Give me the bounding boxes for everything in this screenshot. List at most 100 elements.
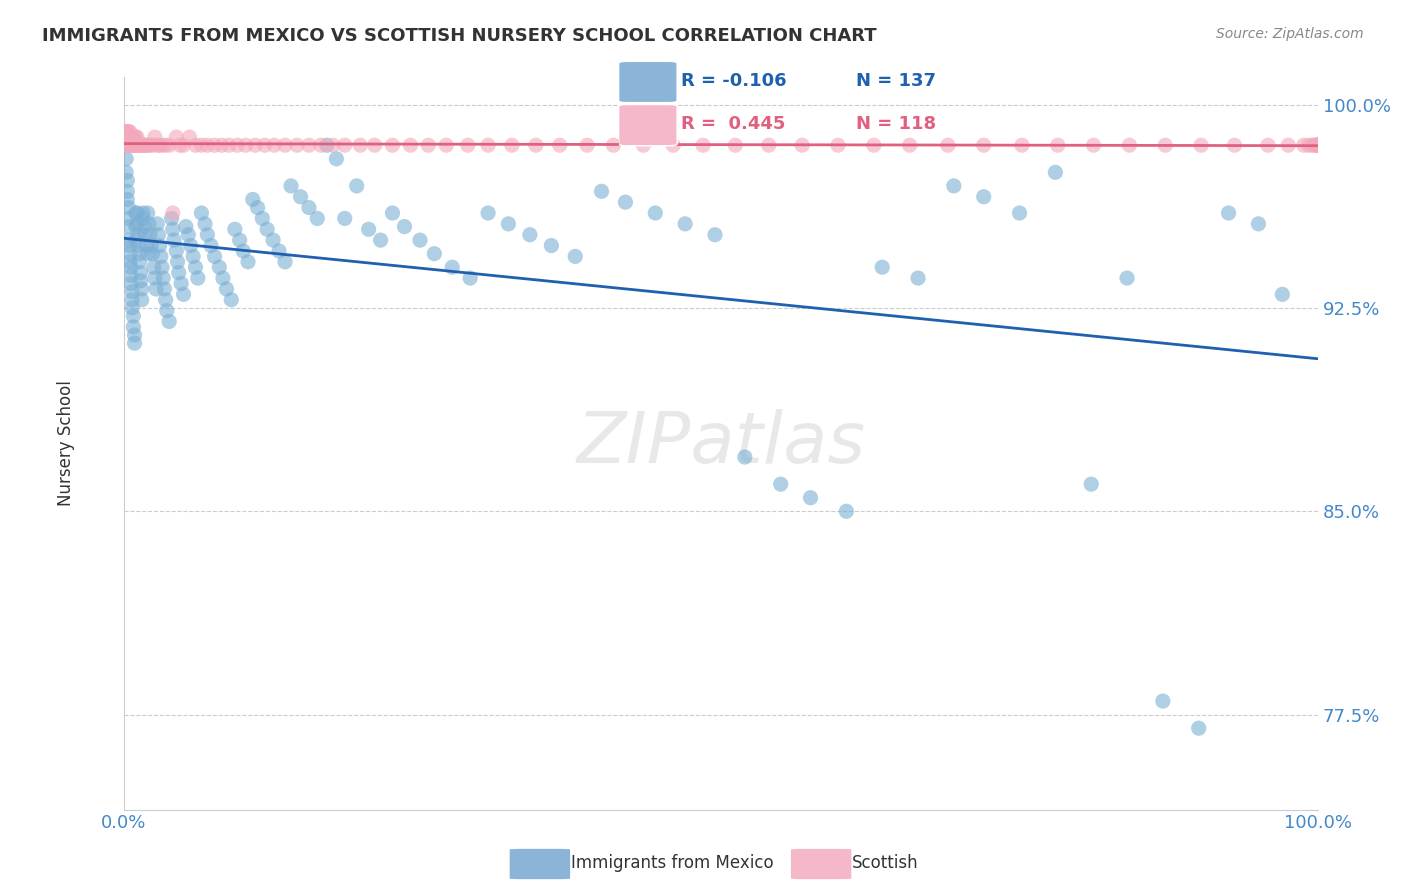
Point: [150, 138, 173, 153]
Point: [1080, 477, 1102, 491]
Point: [121, 301, 143, 315]
Point: [936, 138, 959, 153]
Point: [1308, 138, 1330, 153]
Point: [129, 274, 152, 288]
Point: [1308, 138, 1330, 153]
Point: [758, 138, 780, 153]
Point: [152, 271, 174, 285]
Point: [226, 138, 249, 153]
Point: [197, 227, 219, 242]
Point: [540, 238, 562, 252]
Point: [121, 130, 143, 145]
Point: [125, 206, 148, 220]
Point: [180, 238, 202, 252]
Point: [1308, 138, 1330, 153]
Point: [1189, 138, 1212, 153]
Point: [399, 138, 422, 153]
Point: [218, 138, 240, 153]
Point: [232, 244, 254, 258]
Text: ZIPatlas: ZIPatlas: [576, 409, 866, 478]
Point: [149, 238, 172, 252]
Point: [120, 260, 142, 275]
Point: [242, 193, 264, 207]
Y-axis label: Nursery School: Nursery School: [58, 381, 75, 507]
Point: [357, 222, 380, 236]
Point: [564, 249, 586, 263]
Point: [131, 293, 153, 307]
Point: [1154, 138, 1177, 153]
Point: [591, 184, 613, 198]
Point: [692, 138, 714, 153]
Point: [458, 271, 481, 285]
Point: [117, 219, 139, 234]
Point: [194, 217, 217, 231]
Point: [177, 227, 200, 242]
Point: [155, 293, 177, 307]
Point: [863, 138, 886, 153]
Point: [1116, 271, 1139, 285]
Point: [307, 211, 329, 226]
Point: [184, 138, 207, 153]
Point: [263, 138, 285, 153]
Point: [315, 138, 337, 153]
Point: [134, 227, 156, 242]
Point: [117, 130, 139, 145]
Point: [285, 138, 308, 153]
Point: [125, 130, 148, 145]
Point: [118, 138, 141, 153]
Point: [457, 138, 479, 153]
Point: [146, 138, 169, 153]
Point: [204, 138, 226, 153]
Point: [173, 287, 195, 301]
Point: [128, 246, 150, 260]
Point: [117, 193, 139, 207]
Point: [125, 206, 148, 220]
Point: [131, 138, 153, 153]
Point: [1118, 138, 1140, 153]
Point: [1247, 217, 1270, 231]
Point: [124, 138, 146, 153]
Point: [228, 233, 250, 247]
Point: [181, 249, 204, 263]
Point: [125, 138, 148, 153]
Point: [169, 138, 191, 153]
Point: [477, 138, 499, 153]
Point: [827, 138, 849, 153]
Point: [117, 130, 139, 145]
Point: [155, 138, 177, 153]
Point: [136, 138, 159, 153]
Point: [1008, 206, 1031, 220]
Point: [124, 336, 146, 351]
Point: [333, 138, 356, 153]
Point: [115, 152, 138, 166]
Point: [120, 268, 142, 283]
Point: [1305, 138, 1327, 153]
Point: [200, 238, 222, 252]
Point: [942, 178, 965, 193]
Point: [146, 217, 169, 231]
Point: [724, 138, 747, 153]
Point: [197, 138, 219, 153]
Point: [370, 233, 392, 247]
Point: [122, 319, 145, 334]
Point: [298, 201, 321, 215]
Point: [322, 138, 344, 153]
Point: [235, 138, 257, 153]
Point: [149, 249, 172, 263]
Point: [1308, 138, 1330, 153]
Point: [115, 130, 138, 145]
Point: [132, 138, 155, 153]
Point: [236, 255, 259, 269]
Point: [118, 246, 141, 260]
Point: [122, 309, 145, 323]
Point: [898, 138, 921, 153]
Point: [117, 211, 139, 226]
Point: [1308, 138, 1330, 153]
Point: [162, 222, 184, 236]
Point: [1308, 138, 1330, 153]
Point: [792, 138, 814, 153]
Point: [224, 222, 246, 236]
Point: [423, 246, 446, 260]
Point: [162, 206, 184, 220]
Point: [135, 138, 157, 153]
